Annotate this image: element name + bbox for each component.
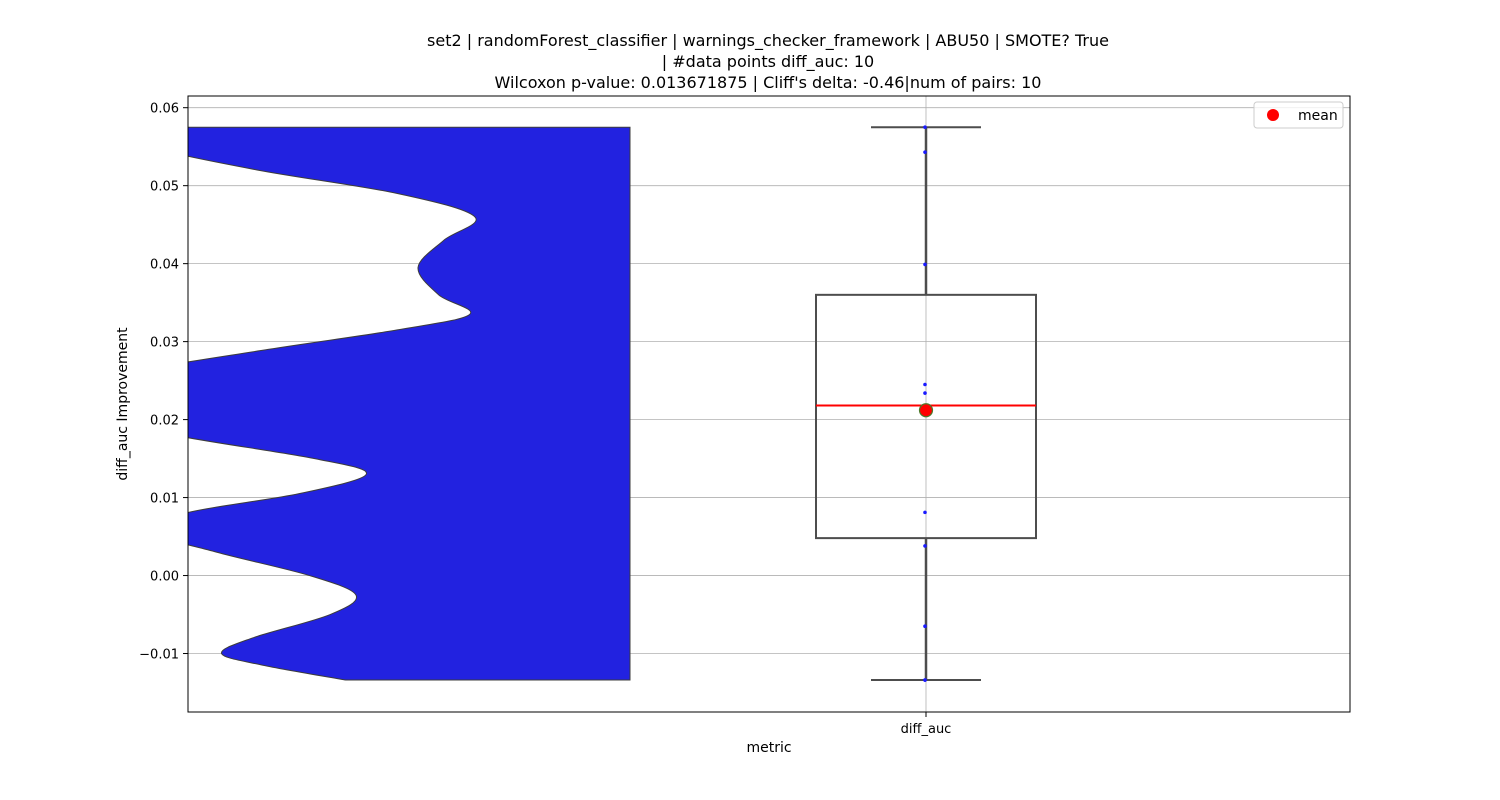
data-point xyxy=(923,678,927,682)
chart-title: set2 | randomForest_classifier | warning… xyxy=(427,31,1109,92)
chart-title-line-1: set2 | randomForest_classifier | warning… xyxy=(427,31,1109,51)
data-point xyxy=(923,150,927,154)
y-axis-ticks: −0.01 0.00 0.01 0.02 0.03 0.04 0.05 0.06 xyxy=(139,102,188,663)
chart-title-line-2: | #data points diff_auc: 10 xyxy=(662,52,874,72)
data-points-layer xyxy=(918,125,934,682)
plot-area-frame xyxy=(187,95,1351,713)
x-tick-label: diff_auc xyxy=(901,722,952,737)
data-point xyxy=(923,382,927,387)
legend-mean-label: mean xyxy=(1298,108,1338,124)
data-point xyxy=(923,125,927,129)
x-axis-label: metric xyxy=(746,740,791,756)
legend-mean-marker xyxy=(1267,109,1279,121)
violin-layer xyxy=(188,126,631,681)
data-point xyxy=(923,544,927,548)
y-axis-label: diff_auc Improvement xyxy=(115,327,131,481)
legend: mean xyxy=(1253,101,1344,129)
violin-shape xyxy=(188,126,631,681)
iqr-box xyxy=(815,293,1037,540)
data-point xyxy=(923,624,927,629)
y-tick-label: 0.06 xyxy=(150,102,179,117)
y-tick-label: 0.05 xyxy=(150,180,179,195)
y-tick-label: −0.01 xyxy=(139,648,179,663)
data-point xyxy=(923,391,927,395)
y-tick-label: 0.03 xyxy=(150,336,179,351)
mean-marker xyxy=(918,403,934,418)
legend-frame xyxy=(1253,101,1344,129)
y-tick-label: 0.01 xyxy=(150,492,179,507)
x-axis-ticks: diff_auc xyxy=(901,712,952,737)
chart-title-line-3: Wilcoxon p-value: 0.013671875 | Cliff's … xyxy=(495,73,1042,92)
y-tick-label: 0.04 xyxy=(150,258,179,273)
y-tick-label: 0.00 xyxy=(150,570,179,585)
y-tick-label: 0.02 xyxy=(150,414,179,429)
data-point xyxy=(923,510,927,515)
data-point xyxy=(923,262,927,267)
